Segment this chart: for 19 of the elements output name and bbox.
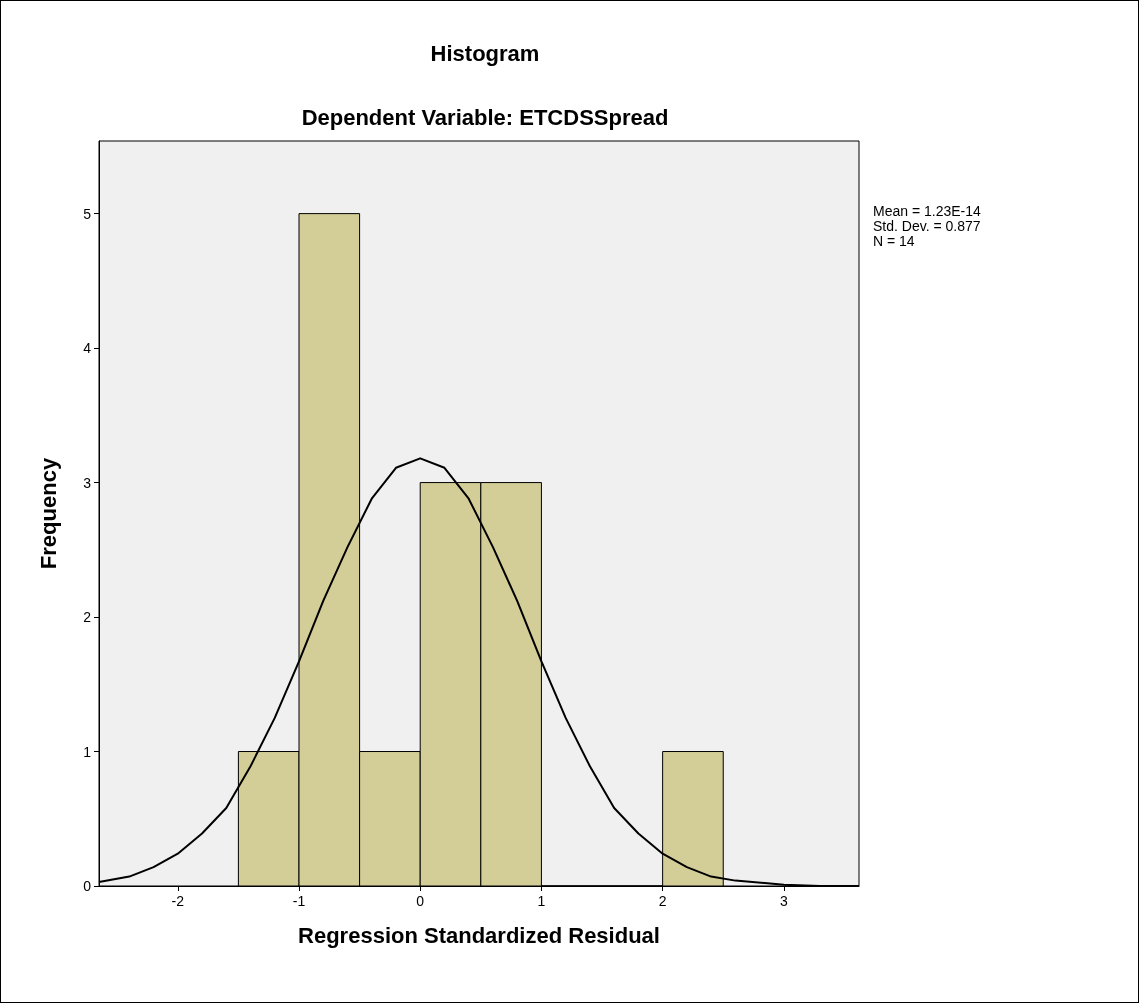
y-tick-label: 2: [83, 609, 92, 626]
y-tick-label: 3: [83, 474, 92, 491]
chart-title: Histogram: [430, 40, 540, 66]
y-axis-title: Frequency: [35, 457, 61, 570]
x-tick-label: -1: [292, 893, 306, 909]
x-tick-label: 1: [537, 893, 546, 909]
x-axis-title: Regression Standardized Residual: [298, 922, 660, 948]
y-tick-label: 1: [83, 743, 92, 760]
x-tick-label: -2: [171, 893, 185, 909]
y-tick-label: 5: [83, 205, 92, 222]
text: Mean = 1.23E-14: [873, 202, 982, 219]
x-tick-label: 3: [779, 893, 788, 909]
text: Std. Dev. = 0.877: [873, 217, 981, 234]
chart-subtitle: Dependent Variable: ETCDSSpread: [301, 104, 669, 130]
text: N = 14: [873, 232, 915, 249]
y-tick-label: 4: [83, 340, 92, 357]
x-tick-label: 0: [416, 893, 425, 909]
x-tick-label: 2: [658, 893, 667, 909]
y-tick-label: 0: [83, 878, 92, 894]
